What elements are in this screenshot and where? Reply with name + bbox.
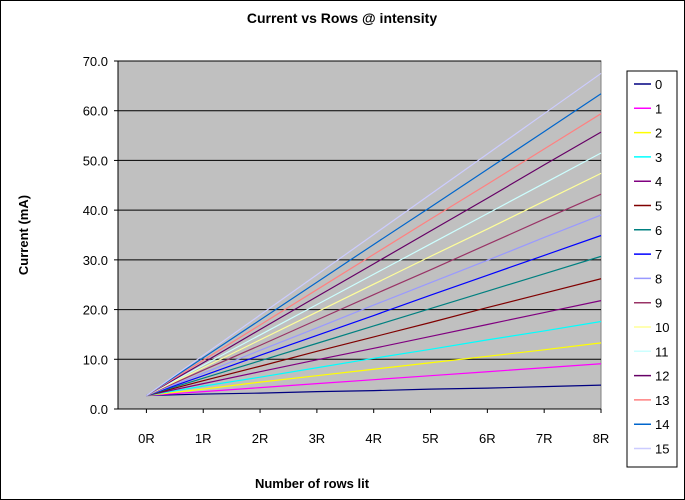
x-axis-ticks: 0R 1R 2R 3R 4R 5R 6R 7R 8R [138,409,609,446]
series-line-4 [146,300,602,397]
y-tick-label: 40.0 [83,203,108,218]
series-line-10 [146,172,602,397]
legend-label-10: 10 [655,320,669,335]
y-tick-label: 0.0 [90,402,108,417]
series-line-15 [146,72,602,397]
legend-label-3: 3 [655,150,662,165]
legend-label-4: 4 [655,174,662,189]
series-line-1 [146,363,602,397]
legend-label-1: 1 [655,101,662,116]
x-tick-label: 8R [593,431,610,446]
legend-box [626,70,678,468]
x-tick-label: 5R [422,431,439,446]
legend-label-15: 15 [655,442,669,457]
legend-label-2: 2 [655,126,662,141]
series-line-2 [146,342,602,397]
y-tick-label: 20.0 [83,303,108,318]
series-line-13 [146,113,602,397]
y-tick-label: 30.0 [83,253,108,268]
series-line-8 [146,214,602,397]
series-line-3 [146,320,602,397]
series-line-12 [146,131,602,397]
legend-label-7: 7 [655,247,662,262]
chart-title: Current vs Rows @ intensity [247,10,437,26]
y-tick-label: 10.0 [83,352,108,367]
x-tick-label: 3R [309,431,326,446]
x-tick-label: 1R [195,431,212,446]
legend-label-13: 13 [655,393,669,408]
series-line-0 [146,384,602,397]
series-line-9 [146,193,602,397]
x-axis-label: Number of rows lit [255,476,370,491]
legend-label-8: 8 [655,271,662,286]
x-tick-label: 2R [252,431,269,446]
x-tick-label: 4R [365,431,382,446]
legend-label-6: 6 [655,223,662,238]
series-line-5 [146,278,602,397]
y-tick-label: 70.0 [83,54,108,69]
y-tick-label: 60.0 [83,104,108,119]
y-axis-label: Current (mA) [16,195,31,275]
legend-label-5: 5 [655,199,662,214]
x-tick-label: 6R [479,431,496,446]
x-tick-label: 7R [536,431,553,446]
series-line-6 [146,255,602,397]
series-line-7 [146,234,602,397]
legend-label-14: 14 [655,417,669,432]
series-line-11 [146,152,602,397]
legend-label-11: 11 [655,344,669,359]
legend-label-12: 12 [655,369,669,384]
legend-label-9: 9 [655,296,662,311]
y-tick-label: 50.0 [83,153,108,168]
y-axis-ticks: 0.0 10.0 20.0 30.0 40.0 50.0 60.0 70.0 [83,54,118,417]
series-line-14 [146,93,602,397]
plot-area [117,60,602,410]
series-lines [146,72,602,397]
x-tick-label: 0R [138,431,155,446]
legend-label-0: 0 [655,77,662,92]
